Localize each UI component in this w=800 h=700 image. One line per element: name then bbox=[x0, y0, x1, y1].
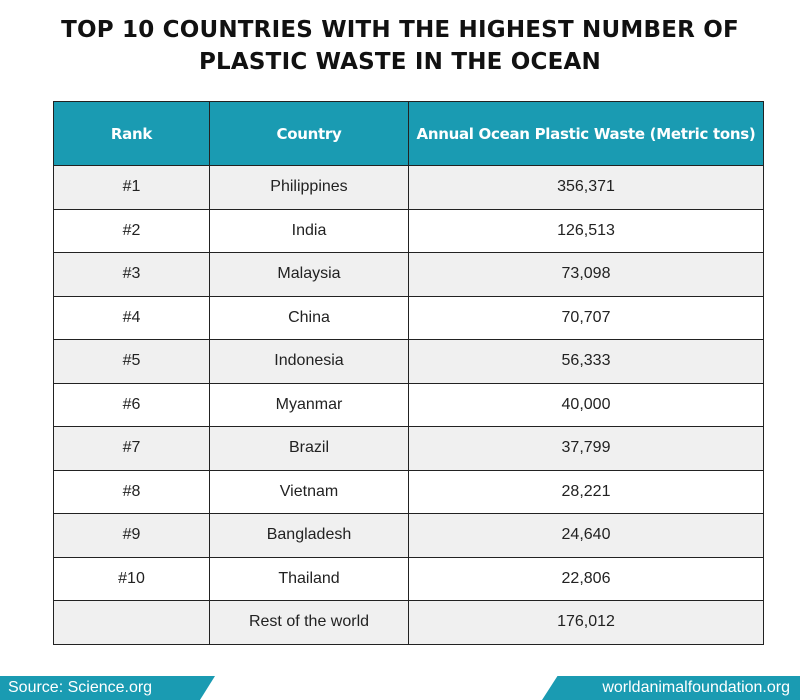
value-cell: 73,098 bbox=[408, 252, 764, 297]
table-row: #6 Myanmar 40,000 bbox=[53, 382, 764, 427]
header-rank: Rank bbox=[53, 101, 210, 166]
table-row: #1 Philippines 356,371 bbox=[53, 165, 764, 210]
rank-cell bbox=[53, 600, 210, 645]
chart-title-line-1: TOP 10 COUNTRIES WITH THE HIGHEST NUMBER… bbox=[61, 17, 739, 43]
table-row: #5 Indonesia 56,333 bbox=[53, 339, 764, 384]
rank-cell: #7 bbox=[53, 426, 210, 471]
value-cell: 22,806 bbox=[408, 556, 764, 601]
country-cell: India bbox=[209, 208, 409, 253]
chart-title-line-2: PLASTIC WASTE IN THE OCEAN bbox=[199, 49, 601, 75]
rank-cell: #8 bbox=[53, 469, 210, 514]
value-cell: 37,799 bbox=[408, 426, 764, 471]
value-cell: 70,707 bbox=[408, 295, 764, 340]
table-header-row: Rank Country Annual Ocean Plastic Waste … bbox=[53, 101, 764, 166]
rank-cell: #2 bbox=[53, 208, 210, 253]
rank-cell: #10 bbox=[53, 556, 210, 601]
country-cell: China bbox=[209, 295, 409, 340]
rank-cell: #5 bbox=[53, 339, 210, 384]
header-value: Annual Ocean Plastic Waste (Metric tons) bbox=[408, 101, 764, 166]
country-cell: Brazil bbox=[209, 426, 409, 471]
country-cell: Vietnam bbox=[209, 469, 409, 514]
table-row: Rest of the world 176,012 bbox=[53, 600, 764, 645]
country-cell: Thailand bbox=[209, 556, 409, 601]
plastic-waste-table: Rank Country Annual Ocean Plastic Waste … bbox=[53, 101, 764, 645]
rank-cell: #4 bbox=[53, 295, 210, 340]
table-row: #4 China 70,707 bbox=[53, 295, 764, 340]
header-country: Country bbox=[209, 101, 409, 166]
value-cell: 24,640 bbox=[408, 513, 764, 558]
rank-cell: #9 bbox=[53, 513, 210, 558]
rank-cell: #3 bbox=[53, 252, 210, 297]
value-cell: 356,371 bbox=[408, 165, 764, 210]
value-cell: 56,333 bbox=[408, 339, 764, 384]
value-cell: 176,012 bbox=[408, 600, 764, 645]
table-row: #3 Malaysia 73,098 bbox=[53, 252, 764, 297]
rank-cell: #1 bbox=[53, 165, 210, 210]
value-cell: 28,221 bbox=[408, 469, 764, 514]
country-cell: Bangladesh bbox=[209, 513, 409, 558]
country-cell: Malaysia bbox=[209, 252, 409, 297]
table-body: #1 Philippines 356,371 #2 India 126,513 #3 Mala… bbox=[53, 165, 764, 645]
country-cell: Rest of the world bbox=[209, 600, 409, 645]
country-cell: Philippines bbox=[209, 165, 409, 210]
country-cell: Indonesia bbox=[209, 339, 409, 384]
table-row: #10 Thailand 22,806 bbox=[53, 556, 764, 601]
table-row: #8 Vietnam 28,221 bbox=[53, 469, 764, 514]
value-cell: 40,000 bbox=[408, 382, 764, 427]
rank-cell: #6 bbox=[53, 382, 210, 427]
country-cell: Myanmar bbox=[209, 382, 409, 427]
chart-title: TOP 10 COUNTRIES WITH THE HIGHEST NUMBER… bbox=[0, 14, 800, 78]
table-row: #2 India 126,513 bbox=[53, 208, 764, 253]
table-row: #9 Bangladesh 24,640 bbox=[53, 513, 764, 558]
value-cell: 126,513 bbox=[408, 208, 764, 253]
source-label: Source: Science.org bbox=[0, 676, 215, 700]
site-label: worldanimalfoundation.org bbox=[542, 676, 800, 700]
table-row: #7 Brazil 37,799 bbox=[53, 426, 764, 471]
